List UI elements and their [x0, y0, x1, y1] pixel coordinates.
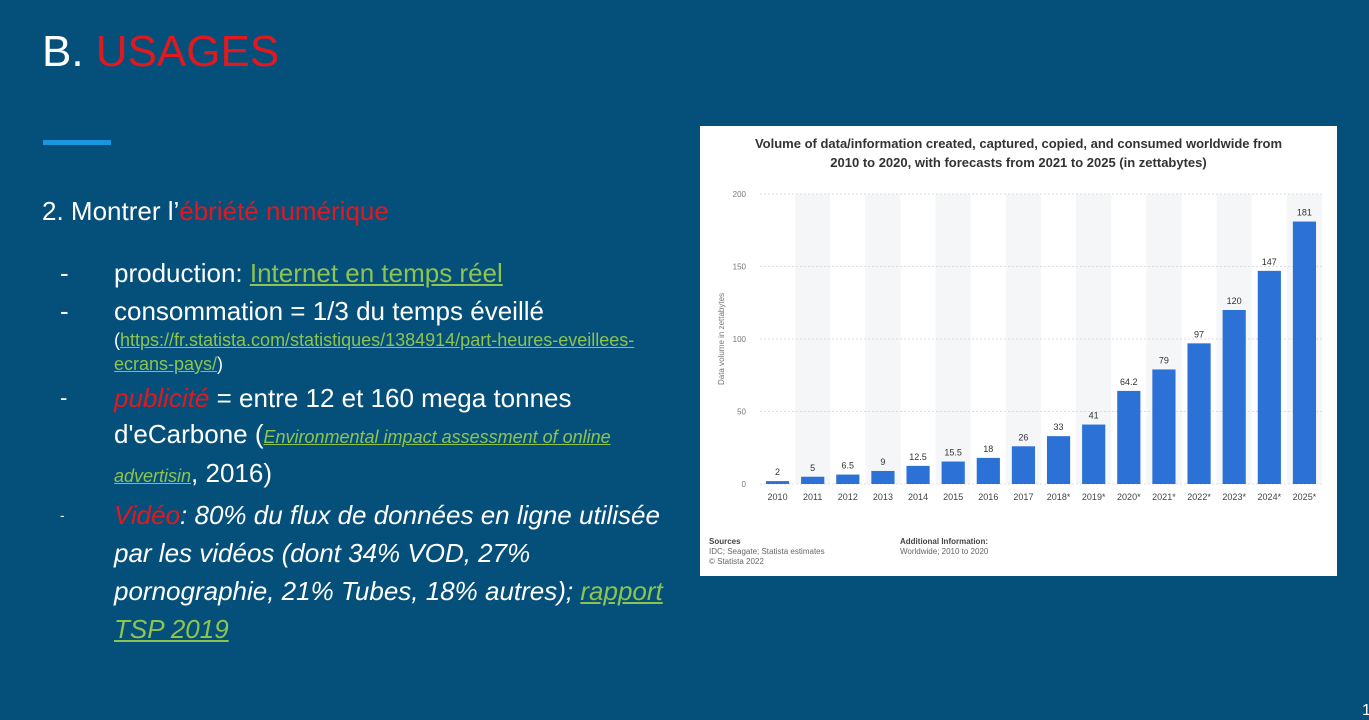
- bullet-video-text: : 80% du flux de données en ligne utilis…: [114, 500, 660, 606]
- x-tick-label: 2025*: [1293, 492, 1317, 502]
- x-tick-label: 2019*: [1082, 492, 1106, 502]
- bullet-dash: -: [60, 296, 69, 326]
- section-heading: 2. Montrer l’ébriété numérique: [42, 196, 389, 227]
- bar-value-label: 147: [1262, 257, 1277, 267]
- bar-value-label: 97: [1194, 329, 1204, 339]
- page-number: 1: [1362, 702, 1369, 719]
- consommation-source: (https://fr.statista.com/statistiques/13…: [114, 328, 680, 376]
- paren-close: ): [217, 354, 224, 374]
- bullet-production-label: production:: [114, 258, 250, 288]
- bar-value-label: 5: [810, 463, 815, 473]
- bar: [1046, 436, 1071, 484]
- x-tick-label: 2018*: [1047, 492, 1071, 502]
- title-underline: [43, 140, 111, 145]
- x-tick-label: 2017: [1013, 492, 1033, 502]
- x-tick-label: 2023*: [1222, 492, 1246, 502]
- chart-card: Volume of data/information created, capt…: [700, 126, 1337, 576]
- x-tick-label: 2015: [943, 492, 963, 502]
- x-tick-label: 2016: [978, 492, 998, 502]
- bar-value-label: 15.5: [944, 448, 962, 458]
- bullet-publicite-text: = entre 12 et 160 mega tonnes d'eCarbone…: [114, 383, 572, 449]
- x-tick-label: 2020*: [1117, 492, 1141, 502]
- additional-info-text: Worldwide; 2010 to 2020: [900, 547, 989, 556]
- bar-value-label: 2: [775, 467, 780, 477]
- link-internet-temps-reel[interactable]: Internet en temps réel: [249, 258, 503, 288]
- bar: [941, 461, 965, 484]
- bullet-video: - Vidéo: 80% du flux de données en ligne…: [60, 496, 680, 648]
- bar-chart: 0 50 100 150 200 Data volume in zettabytes 2 20…: [717, 190, 1322, 502]
- bullet-publicite-accent: publicité: [114, 383, 210, 413]
- bar-value-label: 9: [880, 457, 885, 467]
- x-tick-label: 2013: [873, 492, 893, 502]
- bar: [976, 457, 1000, 484]
- section-heading-prefix: 2. Montrer l’: [42, 196, 180, 226]
- title-accent: USAGES: [95, 27, 280, 76]
- x-tick-label: 2014: [908, 492, 928, 502]
- bar-value-label: 181: [1297, 208, 1312, 218]
- bullet-list: - production: Internet en temps réel - c…: [60, 254, 680, 648]
- bar: [871, 470, 895, 484]
- bar: [1222, 310, 1246, 484]
- bullet-dash: -: [60, 385, 68, 410]
- bar: [1117, 390, 1141, 484]
- chart-title-line-2: 2010 to 2020, with forecasts from 2021 t…: [830, 155, 1207, 170]
- link-rapport-tsp[interactable]: rapport TSP 2019: [114, 576, 663, 644]
- chart-title: Volume of data/information created, capt…: [700, 134, 1337, 172]
- sources-text-2: © Statista 2022: [709, 557, 764, 566]
- bar: [1257, 270, 1281, 484]
- bar-value-label: 33: [1054, 422, 1064, 432]
- additional-info-label: Additional Information:: [900, 537, 988, 546]
- y-tick-label: 50: [737, 408, 746, 417]
- bar: [1011, 446, 1036, 484]
- sources-text: IDC; Seagate; Statista estimates © Stati…: [709, 547, 825, 567]
- x-tick-label: 2010: [768, 492, 788, 502]
- bar-value-label: 41: [1089, 411, 1099, 421]
- x-tick-label: 2012: [838, 492, 858, 502]
- link-environmental-impact[interactable]: Environmental impact assessment of onlin…: [114, 427, 611, 486]
- chart-title-line-1: Volume of data/information created, capt…: [754, 136, 1283, 151]
- bar-value-label: 64.2: [1120, 377, 1138, 387]
- bar: [1292, 221, 1317, 485]
- y-tick-label: 150: [733, 263, 747, 272]
- column-band: [865, 194, 901, 484]
- bullet-consommation: - consommation = 1/3 du temps éveillé (h…: [60, 294, 680, 376]
- bar-value-label: 18: [983, 444, 993, 454]
- bullet-consommation-text: consommation = 1/3 du temps éveillé: [114, 296, 544, 326]
- x-tick-label: 2024*: [1258, 492, 1282, 502]
- x-tick-label: 2022*: [1187, 492, 1211, 502]
- link-statista[interactable]: https://fr.statista.com/statistiques/138…: [114, 330, 635, 374]
- bar-value-label: 12.5: [909, 452, 927, 462]
- x-tick-label: 2021*: [1152, 492, 1176, 502]
- y-tick-label: 100: [733, 335, 747, 344]
- bar: [1082, 424, 1106, 484]
- bar: [906, 465, 930, 484]
- x-tick-label: 2011: [803, 492, 822, 502]
- bar: [765, 481, 790, 484]
- y-axis-label: Data volume in zettabytes: [717, 293, 726, 385]
- bar: [1152, 369, 1176, 484]
- bullet-publicite: - publicité = entre 12 et 160 mega tonne…: [60, 380, 680, 494]
- slide-title: B. USAGES: [42, 26, 279, 78]
- bar-value-label: 26: [1018, 432, 1028, 442]
- bullet-dash: -: [60, 507, 65, 523]
- bullet-video-accent: Vidéo: [114, 500, 181, 530]
- bullet-production: - production: Internet en temps réel: [60, 254, 680, 292]
- bar-value-label: 6.5: [842, 461, 855, 471]
- bar-value-label: 120: [1227, 296, 1242, 306]
- bullet-dash: -: [60, 258, 69, 288]
- bar: [801, 476, 825, 484]
- column-band: [1005, 194, 1041, 484]
- sources-label: Sources: [709, 537, 741, 546]
- bullet-publicite-tail: , 2016): [191, 458, 272, 488]
- bar-value-label: 79: [1159, 355, 1169, 365]
- y-tick-label: 0: [742, 480, 747, 489]
- sources-text-1: IDC; Seagate; Statista estimates: [709, 547, 825, 556]
- title-prefix: B.: [42, 27, 96, 76]
- section-heading-accent: ébriété numérique: [179, 196, 389, 226]
- y-tick-label: 200: [733, 190, 747, 199]
- bar: [836, 474, 860, 484]
- bar: [1187, 343, 1211, 484]
- paren-open: (: [114, 330, 120, 350]
